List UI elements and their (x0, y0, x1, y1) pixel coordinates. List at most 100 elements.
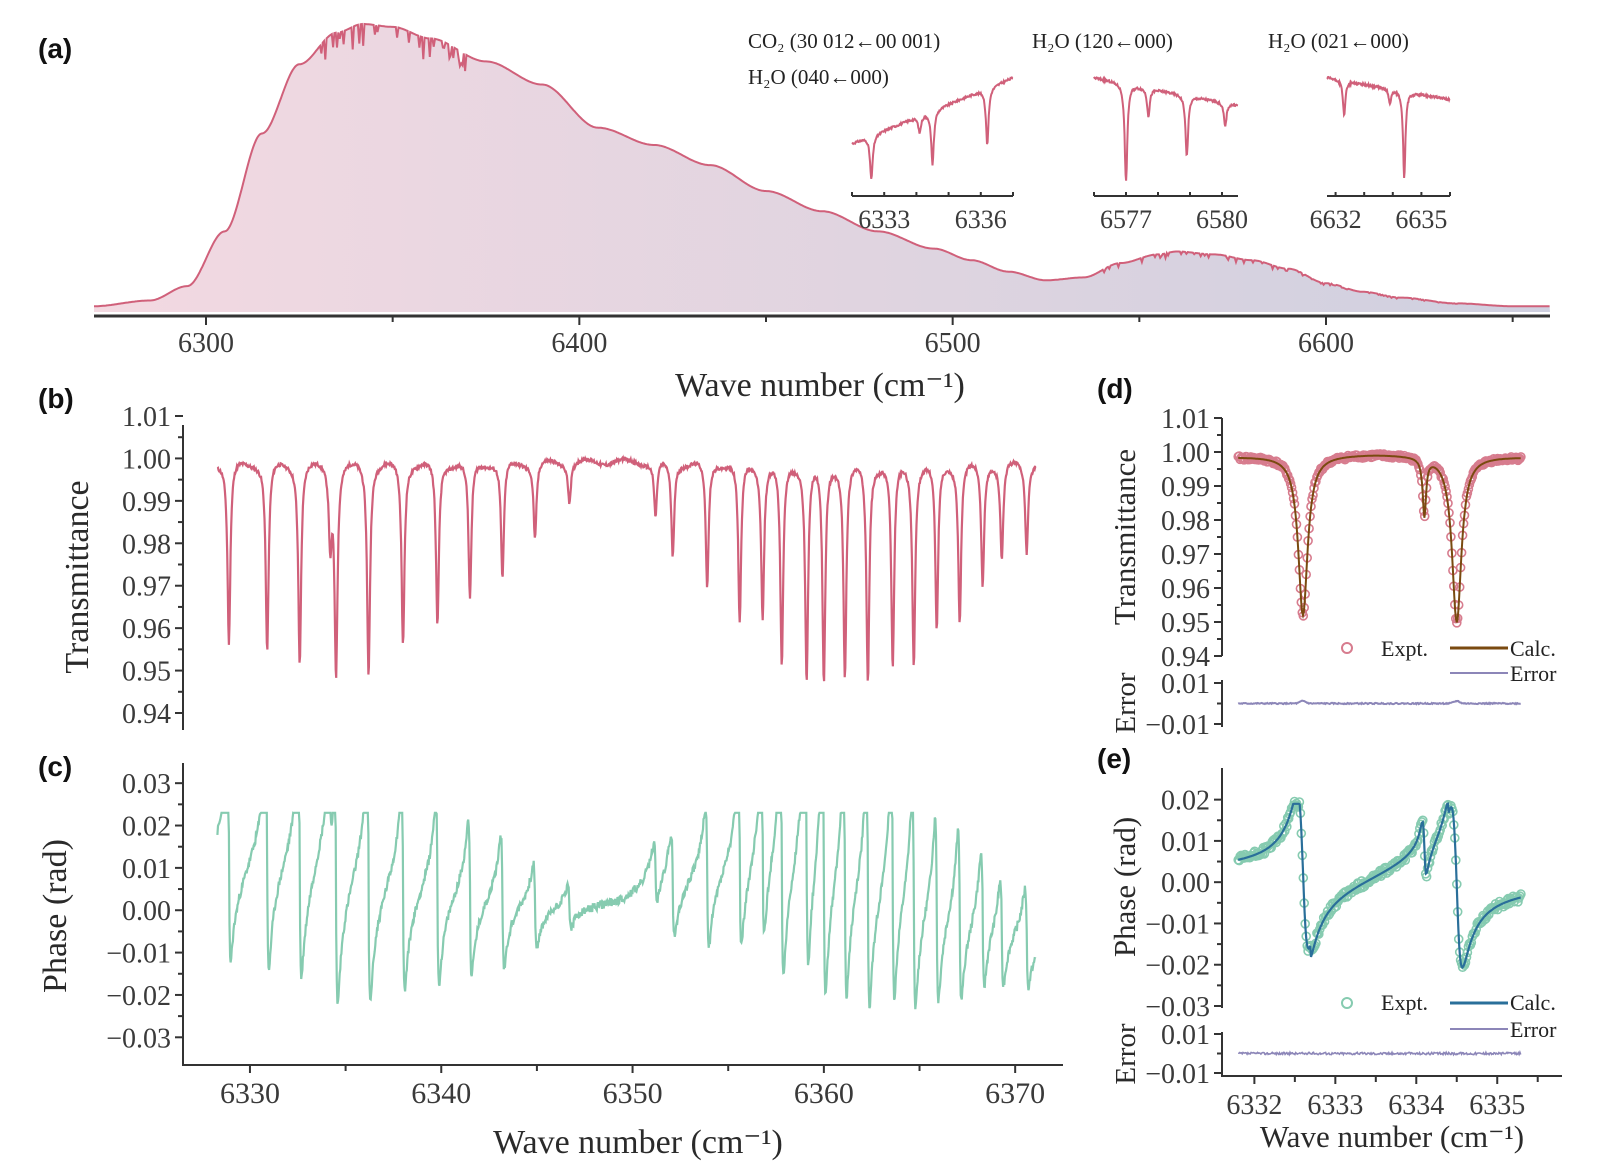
b-y-tick-label: 1.01 (122, 402, 171, 433)
d-legend-calc-label: Calc. (1510, 636, 1556, 661)
c-x-tick-label: 6330 (220, 1077, 280, 1110)
e-y-ticks: −0.03 −0.02 −0.01 0.00 0.01 0.02 (1145, 786, 1222, 1023)
d-expt-point (1311, 476, 1321, 487)
e-expt-point (1516, 889, 1526, 899)
d-y-tick-label: 0.97 (1161, 540, 1210, 571)
b-y-tick-label: 0.96 (122, 614, 171, 645)
d-y-tick-label: 0.96 (1161, 574, 1210, 605)
c-y-ticks: −0.03 −0.02 −0.01 0.00 0.01 0.02 0.03 (106, 769, 183, 1054)
b-y-tick-label: 0.95 (122, 657, 171, 688)
d-error-axis-title: Error (1110, 672, 1142, 734)
c-y-tick-label: −0.02 (106, 981, 171, 1012)
d-error-y-tick-label: 0.01 (1161, 669, 1210, 700)
panel-label-a: (a) (38, 33, 72, 64)
b-y-tick-label: 0.98 (122, 529, 171, 560)
a-inset-x-tick-label: 6632 (1310, 205, 1362, 234)
e-expt-point (1283, 813, 1294, 824)
a-inset-spectrum-line (851, 76, 1014, 179)
b-y-tick-label: 1.00 (122, 444, 171, 475)
d-error-line (1237, 699, 1522, 706)
c-x-tick-label: 6370 (985, 1077, 1045, 1110)
a-inset-title: H₂O (021←000) (1268, 29, 1409, 53)
a-inset-x-tick-label: 6635 (1395, 205, 1447, 234)
d-expt-point (1283, 473, 1294, 484)
b-y-ticks: 0.94 0.95 0.96 0.97 0.98 0.99 1.00 1.01 (122, 402, 183, 730)
e-error-y-tick-label: 0.01 (1161, 1020, 1210, 1051)
panel-label-c: (c) (38, 751, 72, 782)
d-y-tick-label: 0.94 (1161, 642, 1210, 673)
e-error-axis-title: Error (1110, 1023, 1142, 1085)
d-legend-error-label: Error (1510, 661, 1557, 686)
e-calculated-line (1237, 802, 1521, 969)
d-y-tick-label: 0.99 (1161, 472, 1210, 503)
c-x-tick-label: 6340 (411, 1077, 471, 1110)
a-inset-title: H₂O (040←000) (748, 65, 889, 89)
e-x-axis-title: Wave number (cm⁻¹) (1260, 1119, 1524, 1154)
panel-c-phase: −0.03 −0.02 −0.01 0.00 0.01 0.02 0.03 6330 6340… (37, 763, 1063, 1161)
panel-label-d: (d) (1097, 373, 1133, 404)
e-legend-expt-marker (1341, 997, 1353, 1009)
a-x-tick-label: 6600 (1298, 328, 1354, 359)
c-y-tick-label: −0.03 (106, 1023, 171, 1054)
a-inset-x-tick-label: 6577 (1100, 205, 1152, 234)
c-y-tick-label: 0.03 (122, 769, 171, 800)
e-x-tick-label: 6333 (1307, 1090, 1363, 1121)
e-error-line (1238, 1050, 1522, 1057)
d-y-tick-label: 1.00 (1161, 438, 1210, 469)
b-transmittance-line (216, 454, 1037, 682)
d-legend-expt-label: Expt. (1381, 636, 1428, 661)
a-inset-1: CO₂ (30 012←00 001) H₂O (040←000) 6333 6336 (748, 29, 1014, 234)
a-inset-x-tick-label: 6580 (1196, 205, 1248, 234)
d-error-y-tick-label: −0.01 (1145, 710, 1210, 741)
d-legend: Expt. Calc. Error (1341, 636, 1557, 686)
d-y-axis-title: Transmittance (1107, 449, 1142, 625)
panel-label-b: (b) (38, 383, 74, 414)
a-x-axis-title: Wave number (cm⁻¹) (675, 367, 965, 404)
a-inset-3: H₂O (021←000) 6632 6635 (1268, 29, 1451, 234)
e-experimental-points (1233, 796, 1526, 973)
d-calculated-line (1238, 454, 1521, 623)
a-x-tick-label: 6400 (551, 328, 607, 359)
e-y-tick-label: −0.01 (1145, 909, 1210, 940)
c-y-tick-label: 0.01 (122, 854, 171, 885)
e-y-axis-title: Phase (rad) (1107, 817, 1142, 957)
c-x-tick-label: 6350 (603, 1077, 663, 1110)
a-inset-2: H₂O (120←000) 6577 6580 (1032, 29, 1248, 234)
e-error-y-tick-label: −0.01 (1145, 1059, 1210, 1090)
e-error-line (1238, 1050, 1522, 1057)
a-spectrum-area (94, 22, 1550, 312)
panel-d-transmittance-fit: 0.940.950.960.970.980.991.001.01 −0.01 0.… (1107, 404, 1557, 741)
d-y-tick-label: 0.95 (1161, 608, 1210, 639)
e-x-tick-label: 6334 (1388, 1090, 1444, 1121)
d-expt-point (1467, 472, 1478, 482)
a-spectrum-fill (94, 24, 1550, 312)
a-inset-spectrum-line (1326, 75, 1451, 178)
e-y-tick-label: −0.02 (1145, 951, 1210, 982)
panel-label-e: (e) (1097, 743, 1131, 774)
d-legend-expt-marker (1341, 642, 1353, 654)
e-error-y-ticks: −0.01 0.01 (1145, 1020, 1222, 1090)
e-legend-error-label: Error (1510, 1017, 1557, 1042)
e-y-tick-label: −0.03 (1145, 992, 1210, 1023)
e-legend: Expt. Calc. Error (1341, 990, 1557, 1042)
e-calc-line (1237, 802, 1521, 969)
d-experimental-points (1233, 449, 1526, 628)
e-x-tick-label: 6332 (1226, 1090, 1282, 1121)
c-x-axis-title: Wave number (cm⁻¹) (493, 1124, 783, 1161)
panel-b-transmittance: 0.94 0.95 0.96 0.97 0.98 0.99 1.00 1.01 Transmi… (59, 402, 1037, 730)
e-legend-expt-label: Expt. (1381, 990, 1428, 1015)
d-error-y-ticks: −0.01 0.01 (1145, 669, 1222, 741)
a-inset-spectrum-line (1093, 75, 1239, 181)
e-expt-point (1428, 843, 1439, 854)
c-y-tick-label: 0.02 (122, 812, 171, 843)
b-transmittance-series (216, 454, 1037, 682)
c-y-tick-label: 0.00 (122, 896, 171, 927)
a-x-tick-label: 6500 (925, 328, 981, 359)
e-x-ticks: 6332 6333 6334 6335 (1226, 1076, 1539, 1121)
a-inset-x-tick-label: 6336 (955, 205, 1007, 234)
c-y-axis-title: Phase (rad) (37, 839, 74, 993)
a-x-tick-label: 6300 (178, 328, 234, 359)
c-y-tick-label: −0.01 (106, 939, 171, 970)
a-inset-title: CO₂ (30 012←00 001) (748, 29, 940, 53)
panel-e-phase-fit: −0.03 −0.02 −0.01 0.00 0.01 0.02 −0.01 0.01 63… (1107, 768, 1562, 1154)
